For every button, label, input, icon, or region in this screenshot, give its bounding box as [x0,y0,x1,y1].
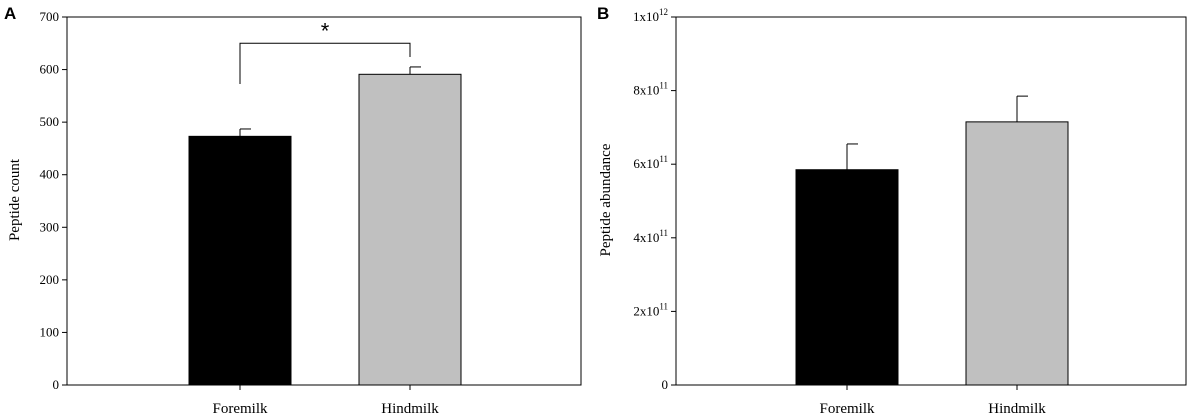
panel-a-letter: A [4,4,16,23]
y-tick-label: 100 [40,324,60,339]
y-tick-base: 4x10 [633,230,659,245]
y-tick-label: 0 [662,377,669,392]
y-tick-label: 300 [40,219,60,234]
panel-a-bars [188,66,462,390]
panel-b-plot-frame [675,16,1187,386]
panel-b-ylabel: Peptide abundance [598,143,614,256]
bar-foremilk [188,135,292,386]
category-label-foremilk: Foremilk [213,401,268,417]
y-tick-exponent: 12 [659,7,668,17]
y-tick-base: 0 [662,377,669,392]
y-tick-label: 2x1011 [633,301,668,318]
significance-label: * [321,18,330,43]
y-tick-label: 500 [40,114,60,129]
panel-b-category-labels: Foremilk Hindmilk [820,401,1047,417]
y-tick-label: 8x1011 [633,81,668,98]
y-tick-exponent: 11 [659,154,668,164]
panel-a-category-labels: Foremilk Hindmilk [213,401,440,417]
y-tick-label: 700 [40,9,60,24]
y-tick-label: 1x1012 [633,7,668,24]
panel-a-y-ticks: 0 100 200 300 400 500 600 700 [40,9,67,392]
y-tick-base: 1x10 [633,9,659,24]
y-tick-label: 4x1011 [633,228,668,245]
panel-a-plot-frame [66,16,582,386]
category-label-hindmilk: Hindmilk [381,401,439,417]
bar-hindmilk [965,121,1069,386]
bar-foremilk [795,169,899,386]
panel-b-bars [795,95,1069,390]
category-label-hindmilk: Hindmilk [988,401,1046,417]
panel-b: B Peptide abundance 02x10114x10116x10118… [597,4,1187,417]
y-tick-label: 0 [53,377,60,392]
panel-a: A Peptide count 0 100 200 300 400 500 600 700 F… [4,4,582,417]
bar-hindmilk [358,73,462,386]
y-tick-label: 6x1011 [633,154,668,171]
y-tick-label: 200 [40,272,60,287]
y-tick-exponent: 11 [659,301,668,311]
y-tick-base: 2x10 [633,303,659,318]
y-tick-exponent: 11 [659,228,668,238]
panel-a-significance: * [239,18,411,84]
y-tick-label: 600 [40,62,60,77]
y-tick-exponent: 11 [659,81,668,91]
panel-b-letter: B [597,4,609,23]
panel-a-ylabel: Peptide count [7,158,23,241]
y-tick-base: 6x10 [633,156,659,171]
category-label-foremilk: Foremilk [820,401,875,417]
y-tick-label: 400 [40,167,60,182]
y-tick-base: 8x10 [633,83,659,98]
significance-bracket [239,42,411,84]
